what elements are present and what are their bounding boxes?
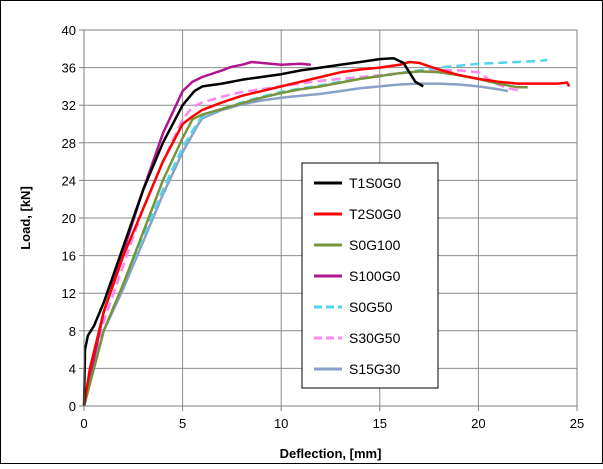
x-tick-label: 0: [80, 416, 87, 431]
x-tick-label: 15: [373, 416, 387, 431]
legend-label: S30G50: [349, 330, 401, 346]
x-axis-ticks: 0 5 10 15 20 25: [80, 406, 584, 431]
series-lines: [82, 56, 571, 407]
x-tick-label: 25: [570, 416, 584, 431]
y-tick-label: 40: [62, 23, 76, 38]
legend: T1S0G0 T2S0G0 S0G100 S100G0 S0G50 S30G50 S15G3…: [301, 162, 439, 389]
y-tick-label: 32: [62, 98, 76, 113]
y-tick-label: 24: [62, 173, 76, 188]
series-line-s0g50: [82, 58, 548, 407]
y-tick-label: 36: [62, 61, 76, 76]
y-tick-label: 0: [69, 399, 76, 414]
legend-label: S0G100: [349, 237, 401, 253]
y-tick-label: 16: [62, 249, 76, 264]
legend-label: S100G0: [349, 268, 401, 284]
y-tick-label: 28: [62, 136, 76, 151]
legend-label: T2S0G0: [349, 206, 401, 222]
y-tick-label: 12: [62, 286, 76, 301]
series-line-s30g50: [82, 69, 519, 407]
y-tick-label: 4: [69, 361, 76, 376]
legend-label: S0G50: [349, 299, 393, 315]
legend-label: T1S0G0: [349, 175, 401, 191]
series-line-t1s0g0: [82, 56, 424, 407]
y-axis-title: Load, [kN]: [18, 186, 33, 250]
series-line-t2s0g0: [82, 60, 571, 407]
series-line-s15g30: [82, 82, 509, 407]
y-tick-label: 20: [62, 211, 76, 226]
legend-label: S15G30: [349, 361, 401, 377]
x-tick-label: 20: [471, 416, 485, 431]
y-tick-label: 8: [69, 324, 76, 339]
y-axis-ticks: 0 4 8 12 16 20 24 28 32 36 40: [62, 23, 84, 414]
x-tick-label: 10: [274, 416, 288, 431]
x-axis-title: Deflection, [mm]: [280, 446, 382, 461]
x-tick-label: 5: [179, 416, 186, 431]
